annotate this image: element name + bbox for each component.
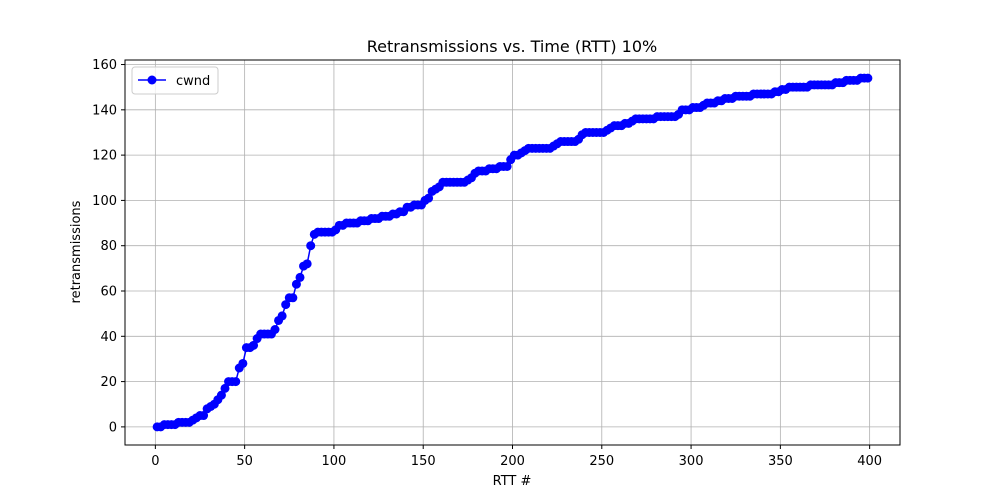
x-tick-label: 400 bbox=[857, 454, 882, 469]
axis-ticks: 0 50 100 150 200 250 300 350 400 0 20 40 60 80 100 120 1… bbox=[92, 58, 882, 469]
y-tick-label: 80 bbox=[100, 239, 117, 254]
data-point bbox=[277, 311, 287, 321]
x-tick-label: 200 bbox=[500, 454, 525, 469]
data-point bbox=[199, 411, 209, 421]
legend-label-cwnd: cwnd bbox=[176, 74, 210, 89]
data-point bbox=[216, 390, 226, 400]
y-axis-label: retransmissions bbox=[69, 200, 84, 303]
x-tick-label: 100 bbox=[322, 454, 347, 469]
data-point bbox=[231, 377, 241, 387]
data-point bbox=[424, 193, 434, 203]
legend: cwnd bbox=[131, 66, 219, 95]
y-tick-label: 120 bbox=[92, 149, 117, 164]
data-point bbox=[295, 272, 305, 282]
data-point bbox=[270, 325, 280, 334]
x-tick-label: 300 bbox=[679, 454, 704, 469]
x-tick-label: 350 bbox=[768, 454, 793, 469]
y-tick-label: 100 bbox=[92, 194, 117, 209]
x-tick-label: 0 bbox=[151, 454, 159, 469]
series-layer bbox=[152, 73, 873, 432]
data-point bbox=[291, 279, 301, 289]
data-point bbox=[502, 161, 512, 171]
data-point bbox=[220, 383, 230, 393]
x-axis-label: RTT # bbox=[493, 474, 532, 489]
data-point bbox=[281, 300, 291, 310]
x-tick-label: 250 bbox=[589, 454, 614, 469]
y-tick-label: 0 bbox=[109, 420, 117, 435]
data-point bbox=[302, 259, 312, 269]
chart-title: Retransmissions vs. Time (RTT) 10% bbox=[367, 37, 657, 56]
grid-lines bbox=[125, 60, 900, 445]
y-tick-label: 20 bbox=[100, 375, 117, 390]
legend-marker-swatch bbox=[147, 75, 157, 85]
y-tick-label: 160 bbox=[92, 58, 117, 73]
y-tick-label: 60 bbox=[100, 285, 117, 300]
data-point bbox=[306, 241, 316, 251]
data-point bbox=[288, 293, 298, 303]
data-point bbox=[863, 73, 873, 83]
x-tick-label: 150 bbox=[411, 454, 436, 469]
y-tick-label: 140 bbox=[92, 103, 117, 118]
y-tick-label: 40 bbox=[100, 330, 117, 345]
data-point bbox=[238, 358, 248, 368]
data-point bbox=[249, 340, 259, 350]
legend-box bbox=[131, 66, 219, 95]
x-tick-label: 50 bbox=[236, 454, 253, 469]
